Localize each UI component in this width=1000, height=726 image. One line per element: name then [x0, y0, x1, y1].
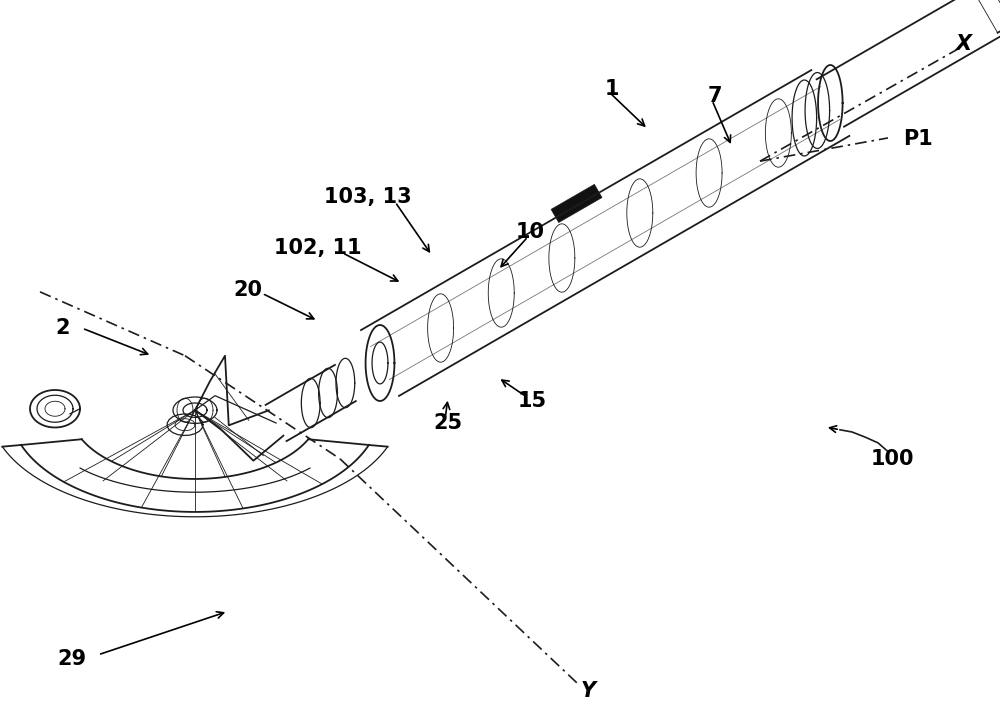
Polygon shape: [551, 184, 602, 223]
Text: 103, 13: 103, 13: [324, 187, 412, 208]
Text: 2: 2: [56, 318, 70, 338]
Text: 29: 29: [57, 649, 87, 669]
Text: 25: 25: [433, 412, 463, 433]
Text: 7: 7: [708, 86, 722, 106]
Text: Y: Y: [580, 681, 596, 701]
Text: 102, 11: 102, 11: [274, 238, 362, 258]
Text: X: X: [955, 33, 971, 54]
Text: P1: P1: [903, 129, 933, 150]
Text: 20: 20: [234, 280, 262, 301]
Text: 100: 100: [870, 449, 914, 469]
Text: 15: 15: [517, 391, 547, 411]
Text: 10: 10: [516, 222, 544, 242]
Text: 1: 1: [605, 78, 619, 99]
